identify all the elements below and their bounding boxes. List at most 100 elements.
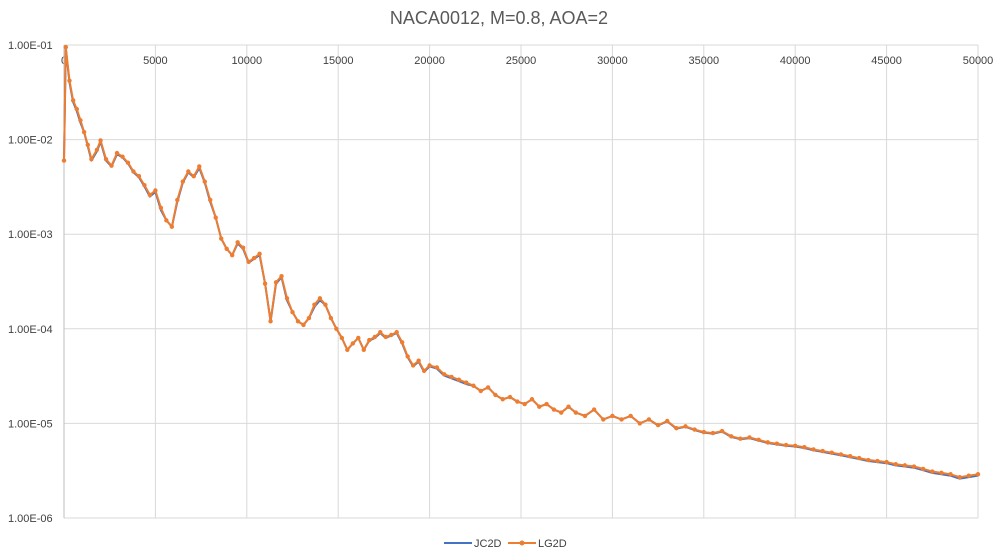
series-point-lg2d xyxy=(372,334,377,340)
series-point-lg2d xyxy=(70,98,76,103)
series-point-lg2d xyxy=(175,197,180,203)
series-point-lg2d xyxy=(208,197,213,203)
series-point-lg2d xyxy=(345,347,350,352)
y-tick-label: 1.00E-05 xyxy=(8,418,53,430)
series-point-lg2d xyxy=(434,365,440,370)
series-point-lg2d xyxy=(147,192,153,198)
series-point-lg2d xyxy=(169,224,175,229)
series-point-lg2d xyxy=(81,129,87,135)
x-tick-label: 15000 xyxy=(323,55,354,67)
series-point-lg2d xyxy=(829,450,834,455)
series-point-lg2d xyxy=(416,358,421,363)
series-point-lg2d xyxy=(367,337,372,343)
x-tick-label: 50000 xyxy=(963,55,994,67)
series-point-lg2d xyxy=(939,470,944,476)
series-point-lg2d xyxy=(610,413,615,419)
series-point-lg2d xyxy=(573,410,579,415)
series-point-lg2d xyxy=(427,363,432,368)
series-point-lg2d xyxy=(619,417,624,422)
series-point-lg2d xyxy=(235,240,240,245)
series-point-lg2d xyxy=(197,164,202,169)
series-point-lg2d xyxy=(153,188,158,193)
series-point-lg2d xyxy=(930,469,935,474)
series-point-lg2d xyxy=(493,392,498,398)
series-point-lg2d xyxy=(756,437,761,443)
chart-title: NACA0012, M=0.8, AOA=2 xyxy=(389,8,609,28)
series-point-lg2d xyxy=(665,418,670,424)
series-point-lg2d xyxy=(257,251,262,257)
series-point-lg2d xyxy=(920,466,926,472)
series-point-lg2d xyxy=(559,410,564,415)
series-point-lg2d xyxy=(109,163,114,168)
series-point-lg2d xyxy=(948,472,953,477)
series-point-lg2d xyxy=(692,427,697,432)
series-point-lg2d xyxy=(339,335,345,341)
x-tick-label: 30000 xyxy=(597,55,628,67)
series-point-lg2d xyxy=(442,372,447,377)
series-point-lg2d xyxy=(301,322,306,328)
series-point-lg2d xyxy=(180,179,186,184)
series-point-lg2d xyxy=(219,236,224,241)
series-point-lg2d xyxy=(213,215,218,220)
series-point-lg2d xyxy=(628,413,633,419)
series-point-lg2d xyxy=(74,106,79,112)
y-tick-label: 1.00E-02 xyxy=(8,135,53,147)
series-point-lg2d xyxy=(284,296,290,301)
series-point-lg2d xyxy=(78,118,83,123)
series-point-lg2d xyxy=(350,341,356,346)
series-point-lg2d xyxy=(85,142,90,148)
series-point-lg2d xyxy=(966,473,972,478)
legend-marker-lg2d xyxy=(519,540,525,546)
x-tick-label: 40000 xyxy=(780,55,811,67)
series-point-lg2d xyxy=(975,472,981,477)
series-point-lg2d xyxy=(478,388,483,394)
series-point-lg2d xyxy=(537,404,542,409)
series-point-lg2d xyxy=(421,368,427,373)
series-point-lg2d xyxy=(158,205,164,211)
series-point-lg2d xyxy=(500,397,505,402)
series-point-lg2d xyxy=(866,457,871,463)
y-tick-label: 1.00E-03 xyxy=(8,229,53,241)
series-point-lg2d xyxy=(67,78,72,83)
series-point-lg2d xyxy=(120,154,125,159)
series-point-lg2d xyxy=(544,401,549,407)
series-point-lg2d xyxy=(142,182,147,188)
series-point-lg2d xyxy=(312,302,317,307)
series-point-lg2d xyxy=(334,326,339,331)
series-point-lg2d xyxy=(290,309,295,315)
series-point-lg2d xyxy=(838,452,844,457)
series-point-lg2d xyxy=(902,463,908,468)
series-point-lg2d xyxy=(793,443,798,448)
series-point-lg2d xyxy=(125,160,131,165)
series-point-lg2d xyxy=(63,44,69,50)
series-point-lg2d xyxy=(515,399,520,404)
y-tick-label: 1.00E-04 xyxy=(8,324,53,336)
series-point-lg2d xyxy=(394,330,399,335)
y-tick-label: 1.00E-01 xyxy=(8,40,53,52)
series-point-lg2d xyxy=(551,407,557,412)
x-tick-label: 10000 xyxy=(232,55,263,67)
series-point-lg2d xyxy=(601,417,606,422)
series-point-lg2d xyxy=(191,174,196,179)
legend-label-jc2d: JC2D xyxy=(474,538,502,550)
series-point-lg2d xyxy=(485,385,491,390)
series-point-lg2d xyxy=(774,441,780,446)
legend-label-lg2d: LG2D xyxy=(538,538,567,550)
series-point-lg2d xyxy=(701,429,706,435)
series-point-lg2d xyxy=(884,459,889,465)
series-point-lg2d xyxy=(856,455,862,461)
series-point-lg2d xyxy=(202,179,207,184)
x-tick-label: 5000 xyxy=(143,55,167,67)
series-point-lg2d xyxy=(957,474,962,480)
y-tick-label: 1.00E-06 xyxy=(8,513,53,525)
x-tick-label: 25000 xyxy=(506,55,537,67)
series-point-lg2d xyxy=(240,245,246,250)
series-point-lg2d xyxy=(875,458,880,464)
x-tick-label: 20000 xyxy=(414,55,445,67)
series-point-lg2d xyxy=(683,424,688,429)
series-point-lg2d xyxy=(729,434,734,439)
series-point-lg2d xyxy=(847,454,853,459)
series-point-lg2d xyxy=(783,442,789,448)
